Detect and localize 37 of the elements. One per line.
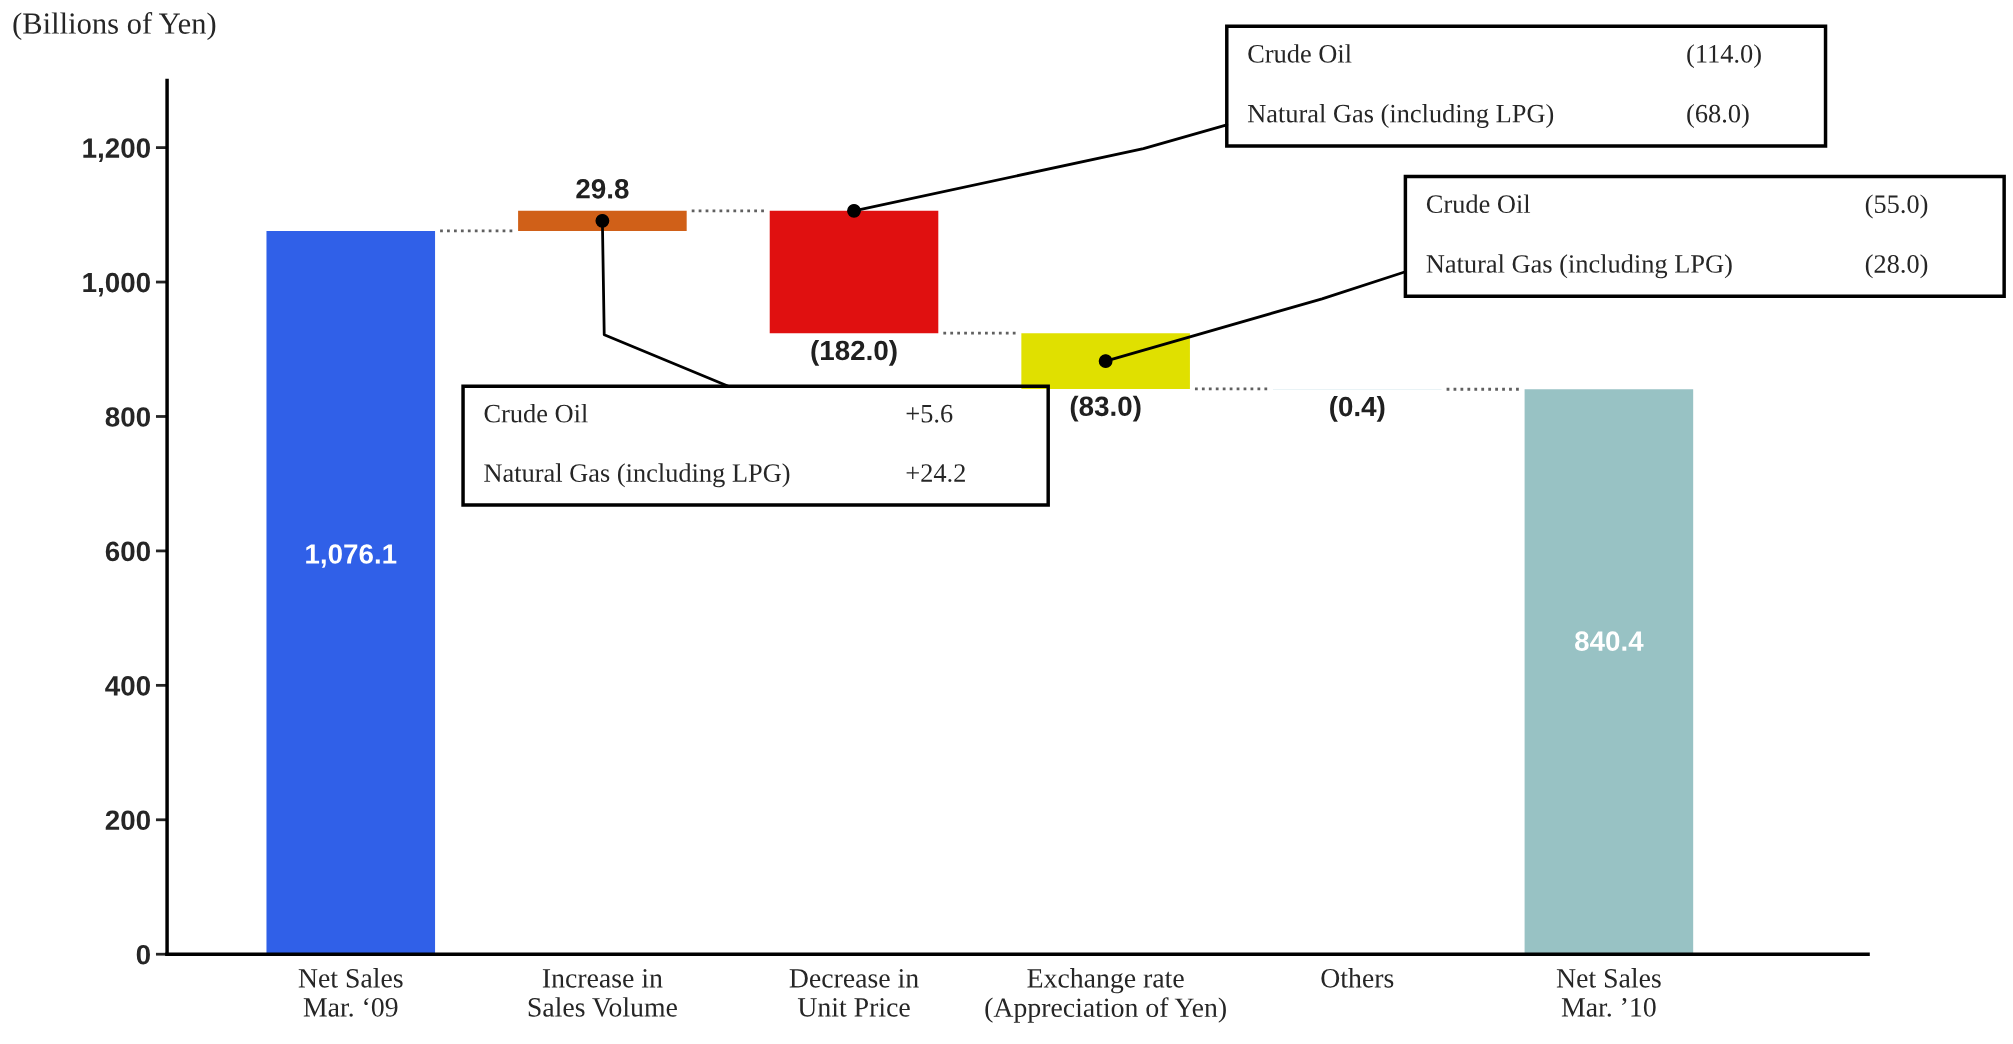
data-label: 1,076.1: [306, 544, 397, 568]
y-tick-label: 200: [105, 810, 150, 831]
text: (114.0): [1687, 44, 1761, 69]
annotation: +5.6: [906, 404, 953, 423]
annotation: Crude Oil: [484, 403, 588, 423]
x-tick-label: Net Sales Mar. ‘09: [298, 968, 403, 1017]
data-label: 29.8: [576, 178, 629, 199]
x-tick-label: Net Sales Mar. ’10: [1556, 968, 1661, 1017]
y-axis-title: (Billions of Yen): [13, 12, 216, 41]
y-tick-label: 400: [105, 676, 150, 696]
text: Crude Oil: [1248, 44, 1352, 63]
y-tick-label: 1,000: [83, 272, 150, 297]
data-label: (83.0): [1070, 395, 1141, 422]
annotation: (28.0): [1865, 254, 1928, 279]
annotation: Natural Gas (including LPG): [1247, 103, 1554, 128]
bar: [1524, 389, 1694, 955]
annotation: (68.0): [1687, 104, 1749, 128]
annotation: (55.0): [1865, 194, 1928, 219]
y-tick-label: 600: [105, 541, 150, 562]
annotation: Crude Oil: [1426, 194, 1531, 214]
x-tick-label: Exchange rate (Appreciation of Yen): [985, 968, 1226, 1023]
x-tick-label: Others: [1321, 968, 1394, 988]
y-tick-label: 0: [136, 944, 150, 965]
data-label: (0.4): [1330, 395, 1385, 422]
x-tick-label: Decrease in Unit Price: [789, 968, 919, 1017]
y-tick-label: 1,200: [83, 138, 150, 162]
bar: [1021, 333, 1190, 389]
y-tick-label: 800: [105, 407, 150, 427]
x-tick-label: Increase in Sales Volume: [528, 968, 677, 1017]
data-label: 840.4: [1575, 631, 1644, 651]
annotation: Natural Gas (including LPG): [484, 463, 790, 488]
annotation: Natural Gas (including LPG): [1426, 254, 1732, 279]
bar: [266, 230, 436, 955]
annotation: +24.2: [906, 464, 965, 483]
data-label: (182.0): [811, 339, 897, 366]
bar: [518, 210, 687, 231]
bar: [769, 210, 939, 334]
